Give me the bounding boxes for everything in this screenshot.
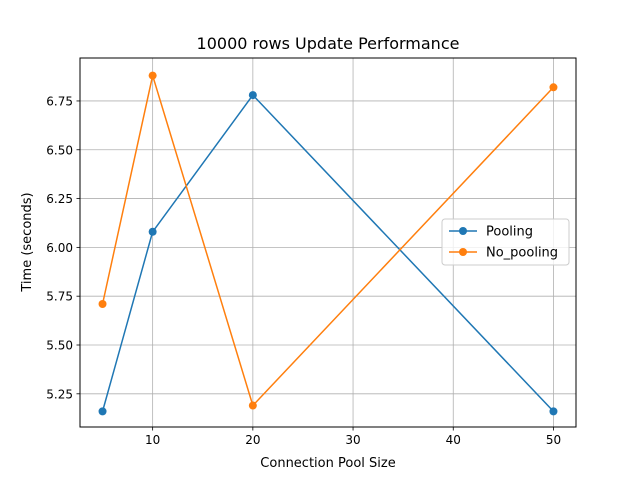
grid [80,58,576,427]
legend: Pooling No_pooling [441,218,570,266]
chart-title: 10000 rows Update Performance [197,34,460,53]
legend-label-no-pooling: No_pooling [486,246,558,261]
data-point-no-pooling [98,300,107,308]
y-tick-label: 6.25 [46,192,73,206]
legend-marker-pooling [459,227,467,235]
series-layer [98,71,558,416]
x-tick-label: 30 [345,433,360,447]
y-tick-label: 6.00 [46,241,73,255]
x-tick-label: 20 [245,433,260,447]
x-tick-label: 10 [145,433,160,447]
data-point-no-pooling [549,83,558,92]
y-tick-label: 5.75 [46,290,73,304]
x-axis-ticks: 10 20 30 40 50 [145,427,561,447]
y-tick-label: 5.50 [46,339,73,353]
data-point-no-pooling [248,401,257,410]
y-tick-label: 5.25 [46,387,73,401]
data-point-pooling [98,407,107,416]
data-point-pooling [148,227,157,236]
data-point-no-pooling [148,71,157,80]
data-point-pooling [248,91,257,100]
y-axis-ticks: 5.25 5.50 5.75 6.00 6.25 6.50 6.75 [46,94,80,401]
y-axis-label: Time (seconds) [20,192,35,292]
y-tick-label: 6.50 [46,143,73,157]
plot-frame [79,57,577,428]
x-tick-label: 40 [446,433,461,447]
x-tick-label: 50 [546,433,561,447]
x-axis-label: Connection Pool Size [260,456,395,471]
data-point-pooling [549,407,558,416]
series-line-no-pooling [101,74,554,407]
legend-marker-no-pooling [459,248,467,256]
series-line-pooling [101,94,554,412]
legend-label-pooling: Pooling [486,225,533,240]
y-tick-label: 6.75 [46,94,73,108]
